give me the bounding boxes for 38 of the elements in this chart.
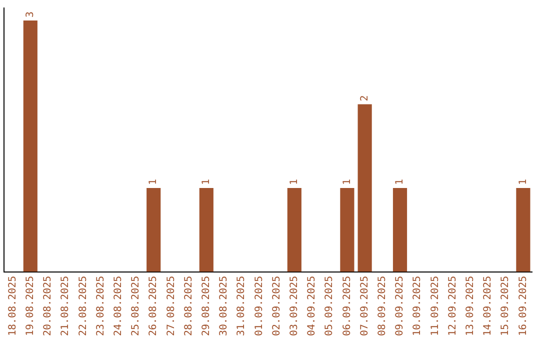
x-tick-label: 29.08.2025	[200, 276, 212, 336]
data-label: 1	[200, 179, 212, 186]
x-tick-label: 22.08.2025	[78, 276, 89, 336]
x-tick-label: 02.09.2025	[271, 276, 282, 336]
x-tick-label: 19.08.2025	[24, 276, 36, 336]
x-tick-label: 16.09.2025	[518, 276, 529, 336]
data-label: 1	[288, 179, 300, 186]
x-tick-label: 28.08.2025	[183, 276, 194, 336]
x-tick-label: 06.09.2025	[342, 276, 353, 336]
x-tick-label: 04.09.2025	[306, 276, 318, 336]
x-tick-label: 08.09.2025	[376, 276, 388, 336]
data-label: 1	[518, 179, 529, 186]
x-tick-label: 20.08.2025	[42, 276, 54, 336]
x-tick-label: 07.09.2025	[359, 276, 370, 336]
x-tick-label: 23.08.2025	[95, 276, 106, 336]
x-tick-label: 13.09.2025	[464, 276, 476, 336]
data-label: 1	[342, 179, 353, 186]
x-tick-label: 03.09.2025	[288, 276, 300, 336]
x-tick-label: 31.08.2025	[236, 276, 248, 336]
x-tick-label: 30.08.2025	[218, 276, 230, 336]
x-tick-label: 12.09.2025	[447, 276, 458, 336]
x-tick-label: 21.08.2025	[60, 276, 72, 336]
x-tick-label: 14.09.2025	[482, 276, 494, 336]
data-label: 2	[359, 95, 370, 102]
x-tick-label: 15.09.2025	[500, 276, 512, 336]
x-tick-label: 18.08.2025	[7, 276, 18, 336]
data-label: 1	[394, 179, 406, 186]
x-tick-label: 24.08.2025	[112, 276, 124, 336]
x-tick-label: 25.08.2025	[130, 276, 142, 336]
x-tick-label: 01.09.2025	[254, 276, 265, 336]
x-tick-label: 27.08.2025	[166, 276, 177, 336]
x-tick-label: 05.09.2025	[324, 276, 336, 336]
x-tick-label: 10.09.2025	[412, 276, 424, 336]
data-label: 1	[148, 179, 160, 186]
x-tick-label: 26.08.2025	[148, 276, 160, 336]
x-tick-label: 09.09.2025	[394, 276, 406, 336]
x-tick-label: 11.09.2025	[430, 276, 441, 336]
data-label: 3	[24, 12, 36, 18]
